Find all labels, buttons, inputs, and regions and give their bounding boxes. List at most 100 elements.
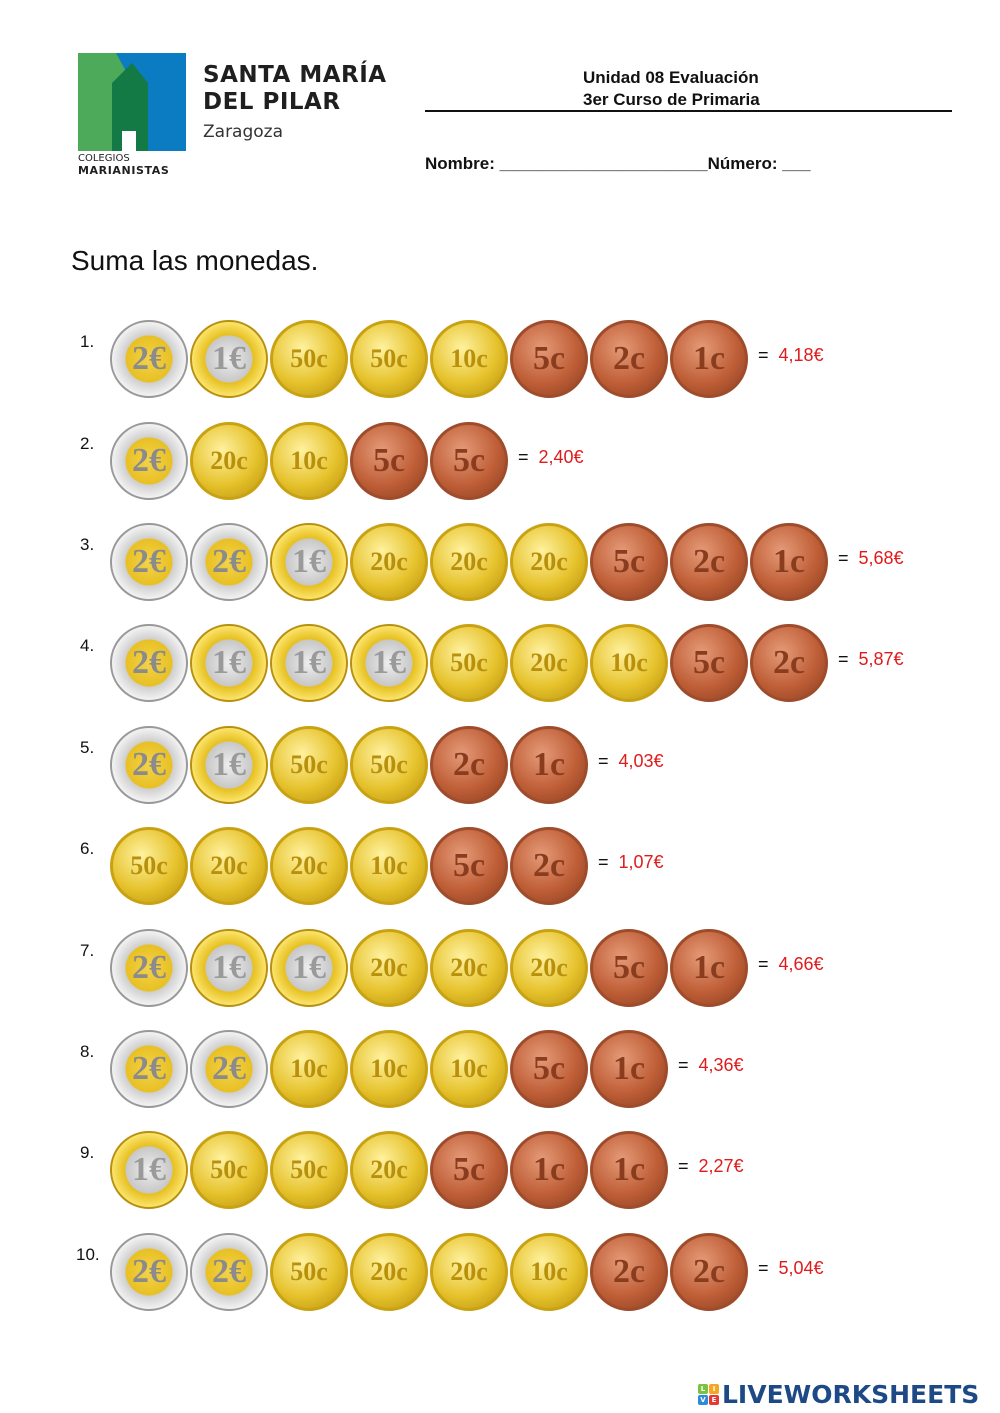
coin-20cent: 20c bbox=[510, 624, 588, 702]
answer[interactable]: = 4,18€ bbox=[758, 345, 824, 366]
coin-50cent: 50c bbox=[350, 726, 428, 804]
exercise-number: 8. bbox=[80, 1042, 95, 1061]
coin-10cent: 10c bbox=[270, 1030, 348, 1108]
answer-value: 4,03€ bbox=[618, 751, 664, 771]
equals-sign: = bbox=[518, 447, 529, 467]
answer-value: 4,18€ bbox=[778, 345, 824, 365]
equals-sign: = bbox=[758, 954, 769, 974]
coin-1euro: 1€ bbox=[350, 624, 428, 702]
exercise-number: 9. bbox=[80, 1143, 95, 1162]
answer[interactable]: = 5,04€ bbox=[758, 1258, 824, 1279]
coin-5cent: 5c bbox=[510, 320, 588, 398]
coin-1cent: 1c bbox=[750, 523, 828, 601]
answer[interactable]: = 5,68€ bbox=[838, 548, 904, 569]
coin-2euro: 2€ bbox=[110, 1233, 188, 1311]
coin-1euro: 1€ bbox=[270, 624, 348, 702]
coin-10cent: 10c bbox=[430, 1030, 508, 1108]
worksheet-title: Unidad 08 Evaluación bbox=[583, 68, 759, 87]
coin-20cent: 20c bbox=[350, 523, 428, 601]
coin-20cent: 20c bbox=[350, 1233, 428, 1311]
answer[interactable]: = 4,03€ bbox=[598, 751, 664, 772]
coin-5cent: 5c bbox=[590, 523, 668, 601]
exercise-row: 9. 1€ 50c 50c 20c 5c 1c 1c = 2,27€ bbox=[0, 1131, 1000, 1259]
answer-value: 4,36€ bbox=[698, 1055, 744, 1075]
answer-value: 4,66€ bbox=[778, 954, 824, 974]
coin-2euro: 2€ bbox=[110, 624, 188, 702]
coin-10cent: 10c bbox=[270, 422, 348, 500]
answer-value: 2,27€ bbox=[698, 1156, 744, 1176]
coin-1cent: 1c bbox=[510, 726, 588, 804]
answer-value: 5,04€ bbox=[778, 1258, 824, 1278]
coin-20cent: 20c bbox=[430, 523, 508, 601]
exercise-number: 3. bbox=[80, 535, 95, 554]
coin-2euro: 2€ bbox=[190, 1233, 268, 1311]
exercise-row: 6. 50c 20c 20c 10c 5c 2c = 1,07€ bbox=[0, 827, 1000, 955]
exercise-row: 2. 2€ 20c 10c 5c 5c = 2,40€ bbox=[0, 422, 1000, 550]
coin-20cent: 20c bbox=[510, 929, 588, 1007]
coin-2cent: 2c bbox=[670, 1233, 748, 1311]
coin-1cent: 1c bbox=[510, 1131, 588, 1209]
coin-50cent: 50c bbox=[270, 1131, 348, 1209]
answer[interactable]: = 1,07€ bbox=[598, 852, 664, 873]
answer[interactable]: = 4,66€ bbox=[758, 954, 824, 975]
exercise-number: 4. bbox=[80, 636, 95, 655]
answer[interactable]: = 2,40€ bbox=[518, 447, 584, 468]
coin-20cent: 20c bbox=[190, 827, 268, 905]
coin-10cent: 10c bbox=[510, 1233, 588, 1311]
coin-5cent: 5c bbox=[350, 422, 428, 500]
school-logo bbox=[78, 53, 186, 151]
org-line1: COLEGIOS bbox=[78, 153, 130, 164]
coin-2cent: 2c bbox=[670, 523, 748, 601]
equals-sign: = bbox=[838, 649, 849, 669]
coin-5cent: 5c bbox=[670, 624, 748, 702]
coin-2euro: 2€ bbox=[110, 523, 188, 601]
coin-10cent: 10c bbox=[590, 624, 668, 702]
answer-value: 2,40€ bbox=[538, 447, 584, 467]
school-city: Zaragoza bbox=[203, 122, 284, 142]
exercise-row: 1. 2€ 1€ 50c 50c 10c 5c 2c 1c = 4,18€ bbox=[0, 320, 1000, 448]
answer[interactable]: = 2,27€ bbox=[678, 1156, 744, 1177]
coin-1euro: 1€ bbox=[270, 929, 348, 1007]
exercise-row: 7. 2€ 1€ 1€ 20c 20c 20c 5c 1c = 4,66€ bbox=[0, 929, 1000, 1057]
school-name: SANTA MARÍA DEL PILAR bbox=[203, 62, 387, 115]
answer[interactable]: = 5,87€ bbox=[838, 649, 904, 670]
coin-2euro: 2€ bbox=[110, 726, 188, 804]
exercise-row: 4. 2€ 1€ 1€ 1€ 50c 20c 10c 5c 2c = 5,87€ bbox=[0, 624, 1000, 752]
exercise-row: 3. 2€ 2€ 1€ 20c 20c 20c 5c 2c 1c = 5,68€ bbox=[0, 523, 1000, 651]
coin-5cent: 5c bbox=[430, 1131, 508, 1209]
coin-2cent: 2c bbox=[590, 320, 668, 398]
exercise-row: 8. 2€ 2€ 10c 10c 10c 5c 1c = 4,36€ bbox=[0, 1030, 1000, 1158]
coin-20cent: 20c bbox=[350, 1131, 428, 1209]
equals-sign: = bbox=[678, 1156, 689, 1176]
exercise-number: 5. bbox=[80, 738, 95, 757]
coin-5cent: 5c bbox=[510, 1030, 588, 1108]
name-field[interactable]: Nombre: ______________________Número: __… bbox=[425, 154, 811, 173]
title-underline bbox=[425, 110, 952, 112]
coin-5cent: 5c bbox=[430, 422, 508, 500]
worksheet-subtitle: 3er Curso de Primaria bbox=[583, 90, 760, 109]
exercise-number: 1. bbox=[80, 332, 95, 351]
exercise-row: 5. 2€ 1€ 50c 50c 2c 1c = 4,03€ bbox=[0, 726, 1000, 854]
coin-2euro: 2€ bbox=[110, 422, 188, 500]
coin-2euro: 2€ bbox=[110, 1030, 188, 1108]
answer[interactable]: = 4,36€ bbox=[678, 1055, 744, 1076]
exercise-number: 6. bbox=[80, 839, 95, 858]
exercise-row: 10. 2€ 2€ 50c 20c 20c 10c 2c 2c = 5,04€ bbox=[0, 1233, 1000, 1361]
coin-50cent: 50c bbox=[270, 320, 348, 398]
coin-2euro: 2€ bbox=[190, 523, 268, 601]
coin-10cent: 10c bbox=[350, 1030, 428, 1108]
coin-2cent: 2c bbox=[510, 827, 588, 905]
coin-1euro: 1€ bbox=[190, 320, 268, 398]
exercise-number: 7. bbox=[80, 941, 95, 960]
equals-sign: = bbox=[598, 852, 609, 872]
coin-20cent: 20c bbox=[430, 1233, 508, 1311]
equals-sign: = bbox=[598, 751, 609, 771]
equals-sign: = bbox=[758, 1258, 769, 1278]
coin-1euro: 1€ bbox=[190, 726, 268, 804]
coin-1euro: 1€ bbox=[190, 929, 268, 1007]
exercise-number: 2. bbox=[80, 434, 95, 453]
coin-10cent: 10c bbox=[430, 320, 508, 398]
coin-50cent: 50c bbox=[270, 1233, 348, 1311]
